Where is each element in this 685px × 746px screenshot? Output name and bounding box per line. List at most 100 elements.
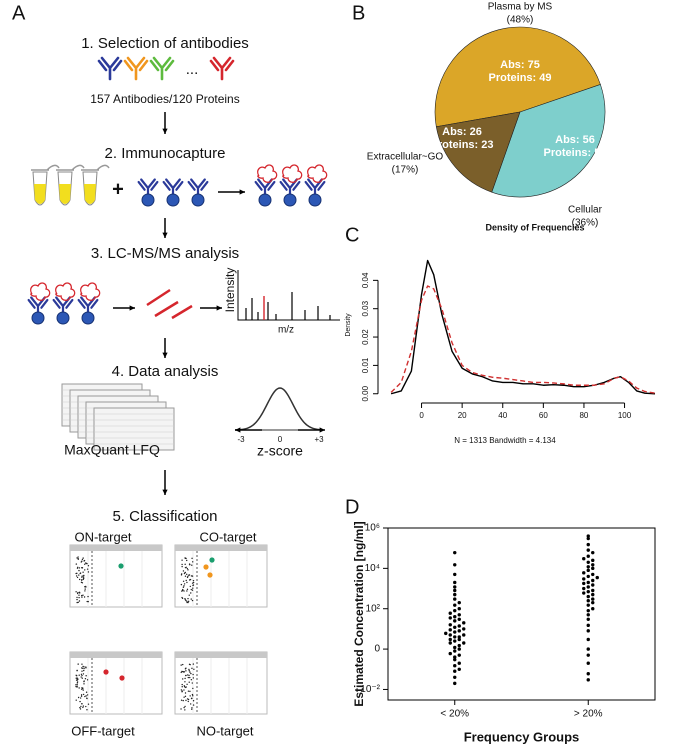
data-point [448, 616, 452, 620]
data-point [457, 629, 461, 633]
data-point [453, 592, 457, 597]
data-point [586, 672, 590, 676]
slice-category: Cellular [568, 205, 603, 216]
slice-category: Extracellular~GO [367, 152, 444, 163]
antigen-icon [307, 164, 328, 183]
arrow-head [216, 305, 222, 311]
mini-point [82, 557, 84, 559]
arrow-head [235, 427, 241, 433]
mini-point [79, 572, 81, 575]
chart-title: Density of Frequencies [485, 222, 584, 232]
mini-point [187, 600, 190, 603]
x-tick-label: 0 [419, 411, 424, 420]
density-line [390, 259, 656, 395]
step-title: 5. Classification [112, 508, 217, 525]
mini-point [77, 566, 79, 568]
antibody-icon [304, 178, 326, 199]
mini-point [75, 684, 77, 686]
mini-point [192, 687, 194, 690]
antibody-icon [137, 178, 159, 199]
mini-hit [103, 669, 109, 675]
mini-point [81, 688, 83, 690]
mini-point [186, 590, 188, 592]
mini-point [188, 594, 190, 596]
data-point [444, 631, 448, 636]
slice-percent: (48%) [507, 15, 534, 26]
mini-point [76, 557, 78, 559]
data-point [586, 589, 590, 594]
mini-point [186, 567, 189, 570]
mini-point [79, 708, 82, 710]
mini-point [83, 683, 85, 685]
mini-point [190, 703, 192, 705]
data-point [448, 651, 452, 656]
antigen-icon [55, 282, 76, 301]
mini-plot [174, 651, 268, 715]
mini-point [183, 583, 186, 585]
mini-point [77, 696, 80, 699]
mini-point [78, 578, 81, 581]
data-point [591, 600, 595, 605]
mini-point [186, 573, 188, 576]
mini-point [183, 685, 186, 688]
mini-point [82, 577, 85, 580]
mini-plot-header [175, 652, 267, 658]
mini-plot-header [70, 652, 162, 658]
mini-point [82, 689, 84, 691]
antibody-count: 157 Antibodies/120 Proteins [90, 92, 239, 106]
mini-point [81, 575, 83, 577]
mini-point [86, 697, 88, 700]
data-point [457, 661, 461, 665]
arrow-head [162, 352, 168, 358]
x-axis-label: N = 1313 Bandwidth = 4.134 [454, 436, 556, 445]
mini-point [86, 568, 89, 570]
mini-point [186, 581, 188, 584]
mini-point [78, 594, 80, 596]
data-point [586, 574, 590, 579]
mini-point [191, 667, 193, 670]
mini-point [86, 600, 88, 603]
data-point [457, 635, 461, 639]
data-point [591, 563, 595, 567]
data-point [453, 657, 457, 662]
mini-hit [207, 572, 213, 578]
data-point [448, 611, 452, 615]
data-point [453, 645, 457, 650]
mini-point [76, 678, 79, 680]
software-label: MaxQuant LFQ [64, 442, 160, 458]
data-point [462, 641, 466, 645]
x-axis-label: Frequency Groups [464, 729, 580, 744]
mini-point [184, 709, 186, 711]
mini-point [76, 684, 79, 686]
mini-point [192, 663, 195, 665]
bead-icon [308, 193, 322, 207]
data-point [586, 647, 590, 651]
spreadsheet-icon [93, 407, 175, 451]
mini-point [85, 691, 88, 693]
mini-point [188, 670, 190, 672]
mini-point [181, 597, 184, 600]
arrow-head [162, 128, 168, 134]
arrow-head [239, 189, 245, 195]
tube-lid [31, 164, 60, 171]
data-point [457, 653, 461, 657]
mini-point [184, 674, 187, 677]
data-point [591, 607, 595, 611]
data-point [457, 637, 461, 642]
mini-point [87, 703, 90, 705]
mini-point [184, 566, 187, 569]
mini-point [186, 588, 189, 591]
mini-point [187, 676, 189, 679]
mini-point [187, 601, 189, 604]
antibody-icon [77, 296, 99, 317]
panel-label: B [352, 2, 365, 24]
mini-point [184, 677, 186, 680]
data-point [586, 594, 590, 599]
slice-percent: (36%) [572, 218, 599, 229]
mini-point [85, 705, 87, 708]
data-point [582, 571, 586, 575]
data-point [582, 586, 586, 591]
mini-point [187, 569, 189, 571]
mini-point [184, 571, 187, 574]
